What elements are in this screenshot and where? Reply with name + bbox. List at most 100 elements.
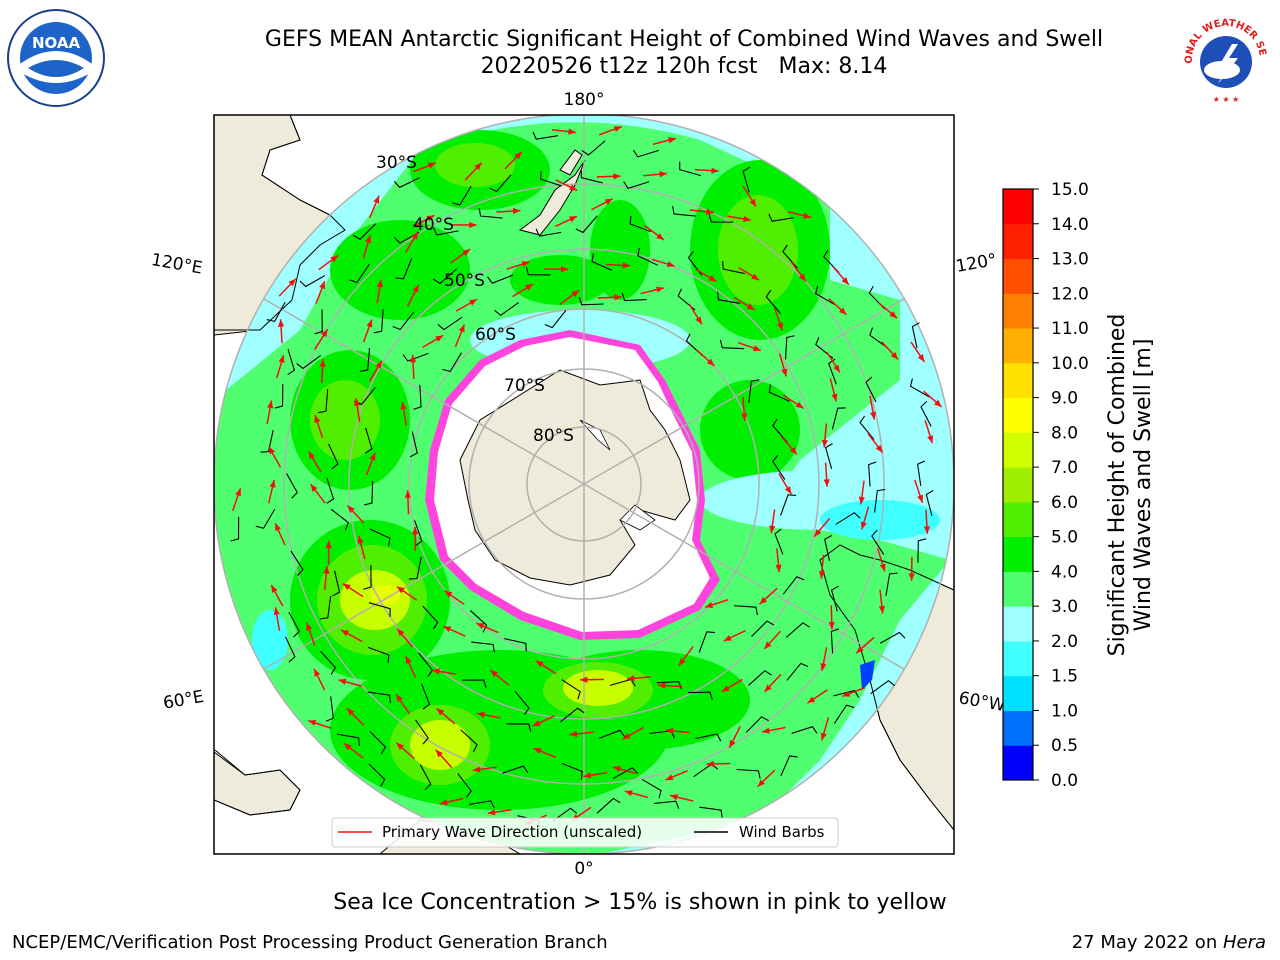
lon-label-60e: 60°E: [162, 687, 206, 714]
wind-barb: [288, 611, 301, 638]
wind-barb: [415, 719, 429, 745]
wind-barb: [352, 223, 377, 240]
legend-wind-label: Wind Barbs: [739, 823, 825, 841]
wind-barb: [874, 488, 886, 513]
wind-barb: [349, 263, 370, 284]
wind-barb: [824, 535, 833, 561]
colorbar-bin: [1003, 397, 1033, 433]
wave-arrow-head: [397, 628, 405, 637]
wave-arrow-head: [310, 484, 318, 492]
wave-arrow-head: [568, 128, 576, 135]
colorbar-bin: [1003, 571, 1033, 607]
wind-barb: [909, 378, 930, 398]
wave-arrow-head: [762, 727, 770, 734]
wave-arrow-head: [879, 563, 886, 572]
wave-arrow-head: [614, 294, 622, 301]
wind-barb: [859, 415, 875, 440]
wind-barb: [330, 508, 350, 531]
wave-arrow-head: [841, 277, 849, 285]
wind-barb: [359, 348, 371, 372]
wave-arrow-head: [235, 488, 242, 497]
wind-barb: [833, 689, 860, 698]
map-frame: [213, 114, 955, 855]
wind-barb: [561, 679, 581, 700]
wind-barb: [469, 800, 495, 809]
wind-barb: [392, 311, 415, 331]
run-label: 20220526 t12z 120h fcst: [480, 54, 758, 79]
colorbar-tick-label: 0.5: [1051, 736, 1078, 756]
wave-arrow-head: [369, 452, 376, 461]
wave-arrow-head: [435, 335, 444, 342]
colorbar-bin: [1003, 710, 1033, 746]
colorbar-tick-label: 6.0: [1051, 493, 1078, 513]
colorbar-bin: [1003, 189, 1033, 225]
chart-title: GEFS MEAN Antarctic Significant Height o…: [264, 27, 1104, 52]
wind-barb: [717, 291, 741, 305]
wind-barb: [460, 729, 478, 753]
lat-label-60s: 60°S: [475, 325, 516, 345]
wind-barb: [414, 520, 423, 547]
wave-arrow-head: [838, 307, 847, 315]
colorbar-bin: [1003, 432, 1033, 468]
wave-arrow-head: [490, 670, 498, 678]
wind-barb: [328, 443, 339, 470]
wave-arrow-head: [823, 479, 830, 487]
wave-arrow-head: [366, 319, 373, 328]
wave-arrow-head: [396, 694, 403, 702]
wind-barb: [368, 763, 386, 787]
wave-arrow-head: [908, 573, 915, 581]
colorbar-tick-label: 10.0: [1051, 354, 1089, 374]
wind-barb: [687, 691, 713, 701]
south-america-coast: [819, 544, 954, 831]
wind-barb: [786, 662, 809, 681]
wind-barb: [326, 477, 335, 504]
wave-arrow-head: [521, 261, 530, 267]
wave-arrow-head: [435, 749, 443, 758]
wind-barb: [733, 605, 759, 616]
wind-barb: [409, 431, 418, 458]
wave-arrow-head: [273, 607, 280, 616]
wave-arrow-head: [706, 760, 714, 768]
wind-barb: [393, 177, 420, 189]
wind-barb: [772, 454, 786, 480]
wave-arrow-head: [711, 167, 719, 174]
wave-arrow-head: [411, 231, 418, 240]
wave-arrow-head: [764, 684, 772, 692]
wind-barb: [535, 228, 562, 237]
wind-barb: [925, 490, 934, 516]
wave-arrow-head: [795, 401, 804, 409]
wind-barb: [629, 215, 651, 233]
colorbar-bin: [1003, 536, 1033, 572]
wave-arrow-head: [535, 660, 544, 668]
wind-barb: [911, 322, 920, 349]
wave-arrow-head: [656, 286, 664, 293]
wave-arrow-head: [319, 281, 325, 290]
colorbar-bin: [1003, 362, 1033, 399]
wave-arrow-head: [275, 523, 282, 532]
colorbar-tick-label: 1.5: [1051, 667, 1078, 687]
wind-barb: [560, 707, 585, 723]
wave-arrow-head: [656, 233, 664, 241]
colorbar: 0.0 0.5 1.0 1.5 2.0 3.0 4.0 5.0 6.0 7.0 8.0 9.0 10.0…: [1002, 180, 1089, 791]
wave-arrow-head: [432, 668, 440, 675]
max-label: Max: 8.14: [778, 54, 888, 79]
wind-barb: [471, 641, 495, 653]
wind-barb: [575, 215, 598, 234]
colorbar-tick-label: 12.0: [1051, 284, 1089, 304]
wind-barb: [780, 494, 797, 516]
wave-arrow-head: [624, 790, 633, 797]
wind-barb: [870, 679, 896, 695]
wave-arrow-head: [409, 354, 417, 363]
colorbar-bin: [1003, 640, 1033, 677]
wave-arrow-head: [678, 657, 686, 666]
wind-barb: [457, 773, 472, 798]
wind-barb: [623, 181, 650, 190]
wave-arrow-head: [568, 216, 577, 223]
colorbar-tick-label: 4.0: [1051, 562, 1078, 582]
wave-arrow-head: [396, 742, 404, 751]
lon-label-0: 0°: [574, 859, 593, 879]
wave-direction-arrows: [231, 125, 943, 826]
lon-label-120w: 120°: [954, 250, 998, 277]
wind-barb: [363, 565, 372, 590]
wave-arrow-head: [723, 634, 732, 641]
